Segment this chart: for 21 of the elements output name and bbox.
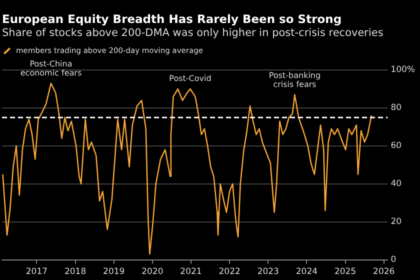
x-tick-label: 2023 <box>257 267 279 278</box>
x-tick-label: 2024 <box>296 267 318 278</box>
y-tick-label: 60 <box>390 141 402 152</box>
x-tick-label: 2022 <box>218 267 240 278</box>
chart-title: European Equity Breadth Has Rarely Been so Strong <box>2 12 342 26</box>
y-tick-label: 20 <box>390 217 402 228</box>
annotation: Post-Covid <box>169 74 212 84</box>
x-tick-label: 2020 <box>142 267 164 278</box>
y-tick-label: 100% <box>390 65 416 76</box>
annotation: Post-banking crisis fears <box>268 70 321 89</box>
x-tick-label: 2021 <box>180 267 202 278</box>
y-tick-label: 0 <box>390 255 396 266</box>
y-tick-label: 40 <box>390 179 402 190</box>
x-tick-label: 2025 <box>334 267 356 278</box>
x-tick-label: 2017 <box>26 267 48 278</box>
x-tick-label: 2026 <box>373 267 395 278</box>
x-tick-label: 2019 <box>103 267 125 278</box>
y-tick-label: 80 <box>390 103 402 114</box>
annotation: Post-China economic fears <box>20 59 82 78</box>
chart-subtitle: Share of stocks above 200-DMA was only higher in post-crisis recoveries <box>2 27 384 39</box>
x-tick-label: 2018 <box>64 267 86 278</box>
